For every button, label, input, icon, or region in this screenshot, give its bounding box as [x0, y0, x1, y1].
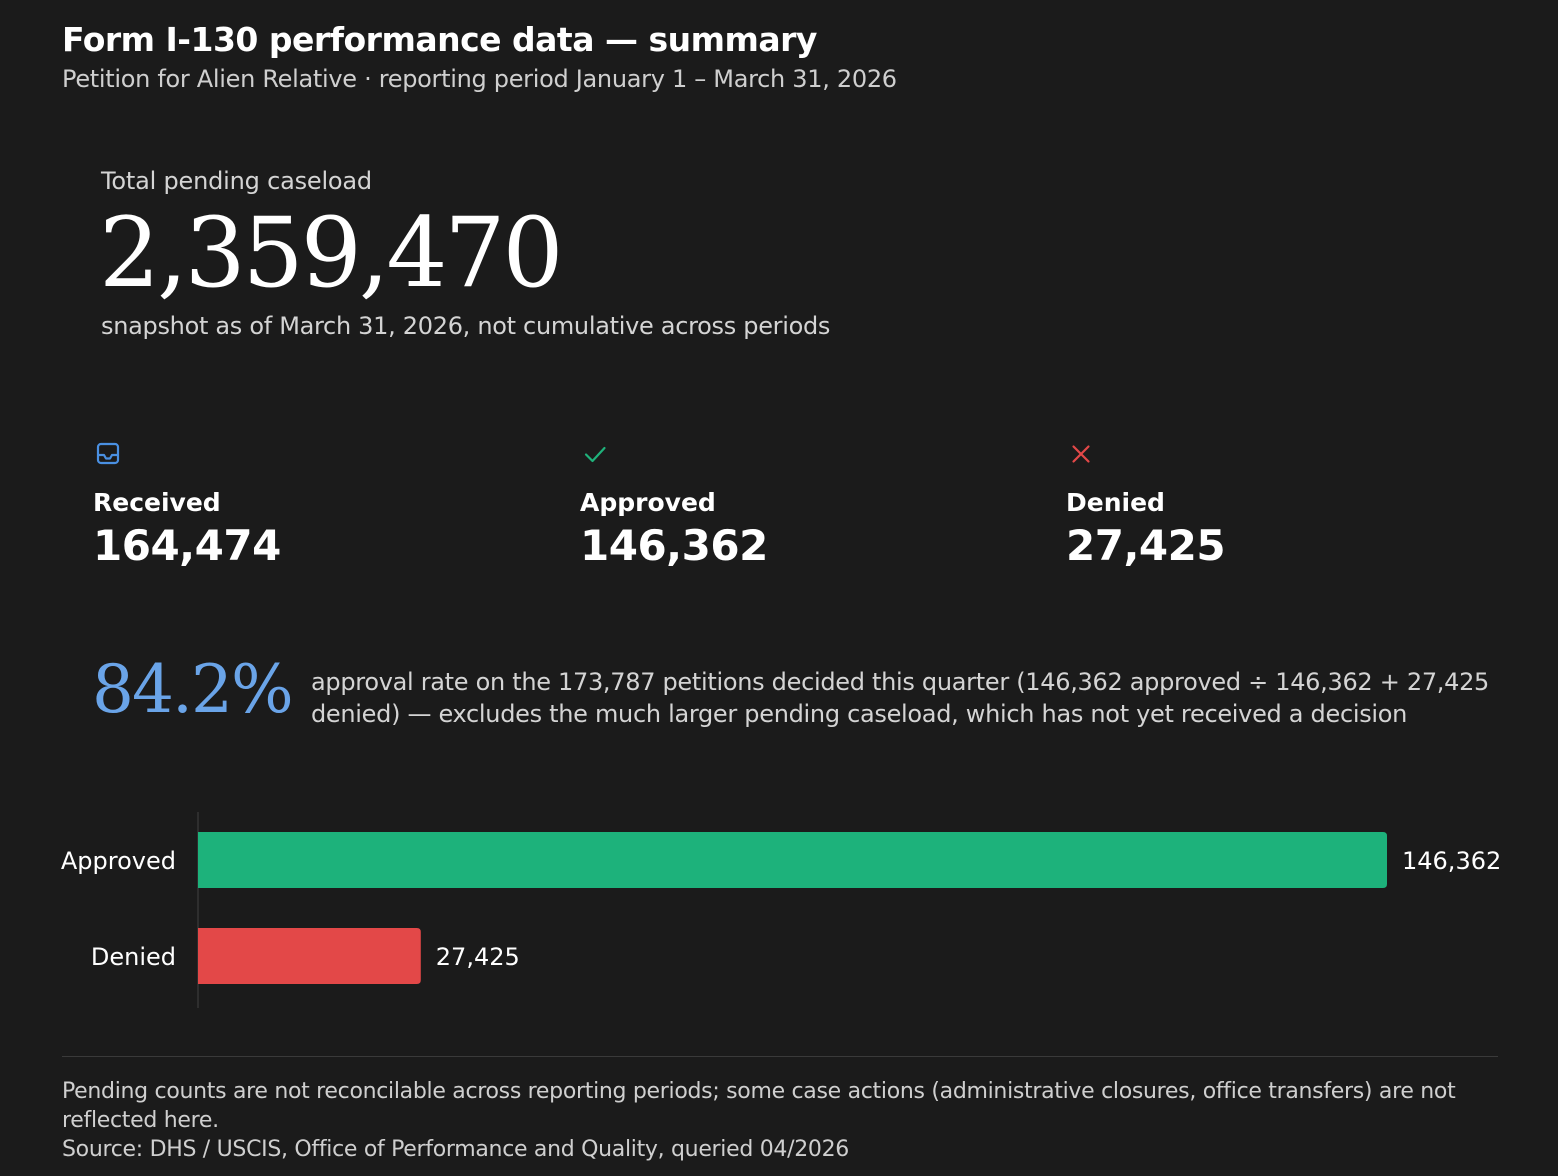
stat-received: Received 164,474	[93, 440, 533, 570]
value-label-denied: 27,425	[436, 943, 520, 971]
page-title: Form I-130 performance data — summary	[62, 20, 817, 59]
approval-rate-description: approval rate on the 173,787 petitions d…	[311, 668, 1490, 728]
bar-approved	[198, 832, 1387, 888]
stat-approved-value: 146,362	[580, 521, 768, 570]
stat-denied: Denied 27,425	[1066, 440, 1506, 570]
footnote: Pending counts are not reconcilable acro…	[62, 1079, 1456, 1133]
approval-rate-value: 84.2%	[92, 651, 294, 728]
pending-caseload-note: snapshot as of March 31, 2026, not cumul…	[101, 312, 831, 340]
stat-denied-value: 27,425	[1066, 521, 1226, 570]
stat-denied-label: Denied	[1066, 488, 1165, 517]
inbox-icon	[96, 442, 120, 465]
bar-denied	[198, 928, 421, 984]
page-subtitle: Petition for Alien Relative · reporting …	[62, 65, 897, 93]
value-label-approved: 146,362	[1402, 847, 1501, 875]
stat-received-value: 164,474	[93, 521, 281, 570]
source-note: Source: DHS / USCIS, Office of Performan…	[62, 1137, 849, 1162]
stat-approved-label: Approved	[580, 488, 716, 517]
category-label-denied: Denied	[91, 943, 176, 971]
stat-approved: Approved 146,362	[580, 440, 1020, 570]
category-label-approved: Approved	[61, 847, 176, 875]
pending-caseload-label: Total pending caseload	[101, 167, 372, 195]
footer-divider	[62, 1056, 1498, 1057]
stat-received-label: Received	[93, 488, 221, 517]
pending-caseload-value: 2,359,470	[99, 197, 564, 309]
close-icon	[1072, 445, 1090, 463]
decisions-bar-chart: Approved 146,362 Denied 27,425	[61, 812, 1501, 1008]
check-icon	[584, 446, 606, 463]
